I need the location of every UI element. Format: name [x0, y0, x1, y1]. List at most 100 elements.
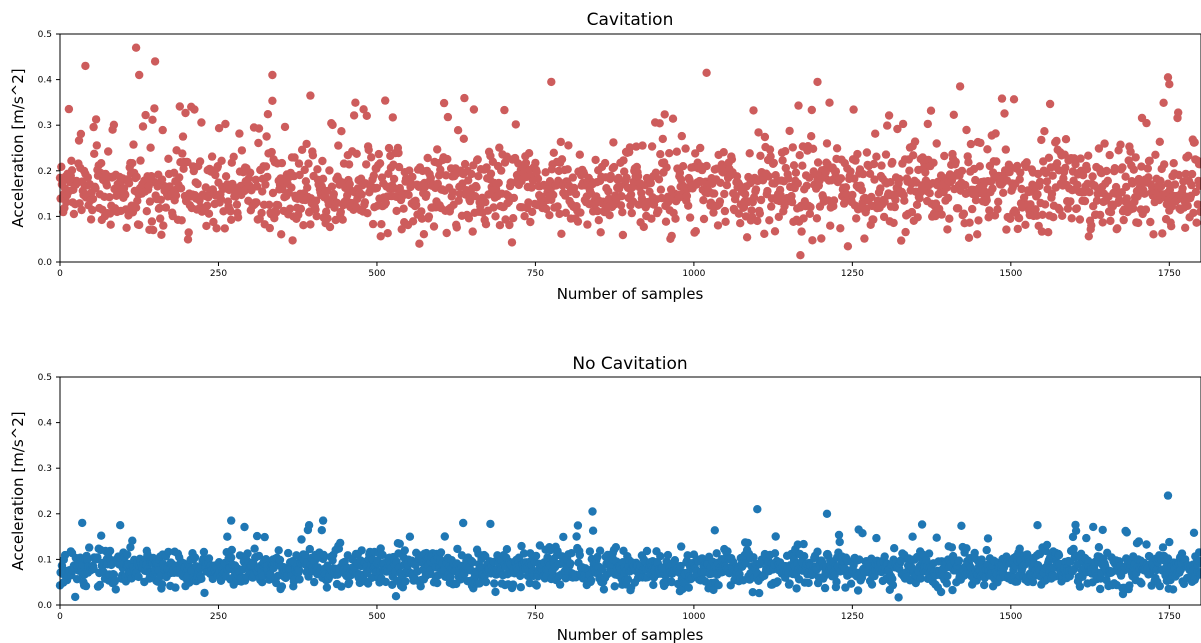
- data-point: [559, 532, 568, 542]
- data-point: [277, 230, 286, 239]
- data-point: [1049, 213, 1058, 222]
- data-point: [723, 547, 732, 556]
- data-point: [1163, 73, 1173, 82]
- data-point: [980, 580, 989, 590]
- data-point: [1189, 208, 1198, 218]
- data-point: [876, 184, 885, 193]
- data-point: [97, 531, 106, 540]
- data-point: [932, 139, 941, 148]
- data-point: [714, 581, 723, 590]
- x-axis-label: Number of samples: [557, 285, 704, 303]
- data-point: [557, 155, 567, 164]
- series-points: [55, 43, 1201, 260]
- data-point: [533, 174, 543, 183]
- data-point: [155, 203, 164, 213]
- data-point: [951, 157, 960, 167]
- data-point: [1113, 224, 1122, 233]
- data-point: [417, 207, 426, 216]
- data-point: [982, 545, 991, 555]
- data-point: [614, 173, 623, 183]
- data-point: [812, 214, 822, 223]
- data-point: [90, 149, 99, 158]
- data-point: [190, 553, 200, 562]
- data-point: [1031, 205, 1040, 214]
- data-point: [984, 213, 993, 222]
- data-point: [481, 220, 491, 229]
- data-point: [1133, 192, 1142, 201]
- data-point: [221, 172, 231, 181]
- data-point: [713, 221, 723, 230]
- y-tick-label: 0.5: [38, 30, 52, 40]
- data-point: [955, 82, 965, 91]
- data-point: [261, 162, 271, 171]
- data-point: [102, 181, 112, 190]
- data-point: [807, 132, 816, 141]
- data-point: [749, 553, 758, 562]
- data-point: [948, 585, 957, 595]
- data-point: [813, 547, 822, 556]
- data-point: [1001, 145, 1010, 154]
- data-point: [74, 136, 84, 145]
- data-point: [872, 533, 881, 543]
- data-point: [890, 202, 899, 212]
- data-point: [142, 207, 151, 216]
- y-tick-label: 0.2: [38, 167, 52, 177]
- x-tick-label: 500: [368, 612, 385, 622]
- data-point: [992, 157, 1001, 166]
- data-point: [1165, 537, 1174, 547]
- data-point: [851, 156, 860, 165]
- data-point: [609, 162, 619, 172]
- data-point: [252, 531, 262, 541]
- data-point: [175, 173, 184, 182]
- data-point: [657, 193, 666, 203]
- y-axis-label: Acceleration [m/s^2]: [9, 68, 27, 227]
- data-point: [394, 148, 403, 158]
- data-point: [656, 185, 666, 194]
- data-point: [1050, 572, 1059, 581]
- data-point: [229, 152, 238, 161]
- data-point: [1102, 166, 1111, 176]
- data-point: [509, 193, 519, 203]
- data-point: [376, 544, 385, 553]
- data-point: [564, 141, 573, 150]
- data-point: [975, 162, 984, 171]
- data-point: [789, 161, 799, 170]
- data-point: [441, 171, 451, 180]
- axes: 0.0 0.1 0.2 0.3 0.4 0.5 0 250 500 750 1000 1250 1500…: [38, 373, 1201, 622]
- data-point: [846, 579, 856, 588]
- data-point: [945, 214, 954, 223]
- data-point: [295, 170, 304, 180]
- data-point: [867, 580, 877, 589]
- x-tick-label: 250: [210, 612, 227, 622]
- data-point: [1169, 159, 1178, 168]
- data-point: [865, 169, 875, 178]
- data-point: [221, 119, 230, 129]
- data-point: [767, 202, 776, 211]
- data-point: [916, 574, 925, 583]
- data-point: [795, 151, 804, 160]
- data-point: [616, 201, 626, 210]
- data-point: [788, 143, 797, 152]
- data-point: [654, 206, 663, 215]
- data-point: [1141, 205, 1151, 214]
- data-point: [1151, 150, 1160, 159]
- data-point: [931, 211, 940, 221]
- data-point: [138, 122, 148, 131]
- data-point: [1059, 174, 1068, 183]
- data-point: [682, 191, 692, 201]
- data-point: [132, 172, 141, 181]
- data-point: [993, 205, 1002, 214]
- data-point: [884, 111, 894, 120]
- data-point: [254, 124, 264, 133]
- data-point: [806, 202, 815, 212]
- data-point: [1137, 162, 1146, 171]
- x-tick-label: 0: [57, 269, 63, 279]
- data-point: [742, 233, 752, 242]
- data-point: [128, 159, 137, 168]
- data-point: [923, 119, 932, 129]
- data-point: [800, 552, 809, 561]
- data-point: [329, 189, 338, 199]
- data-point: [516, 583, 525, 592]
- data-point: [95, 580, 105, 590]
- data-point: [817, 234, 826, 243]
